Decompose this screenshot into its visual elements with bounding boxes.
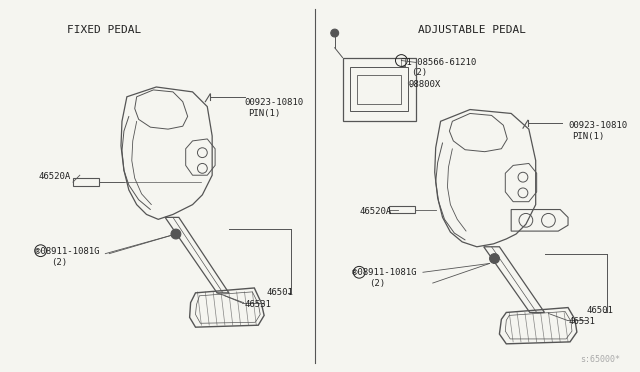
Circle shape [331,29,339,37]
Text: ADJUSTABLE PEDAL: ADJUSTABLE PEDAL [418,25,526,35]
Text: ®08911-1081G: ®08911-1081G [35,247,99,256]
Circle shape [490,254,499,263]
Text: 00923-10810: 00923-10810 [568,121,627,130]
Text: 46501: 46501 [587,306,614,315]
Text: s:65000*: s:65000* [580,355,620,363]
Text: 46520A: 46520A [38,172,71,181]
Text: (2): (2) [369,279,385,288]
Text: FIXED PEDAL: FIXED PEDAL [67,25,141,35]
Text: ⑂1 08566-61210: ⑂1 08566-61210 [401,58,477,67]
Text: (2): (2) [411,68,428,77]
Text: 98800X: 98800X [408,80,440,89]
Text: 46531: 46531 [568,317,595,326]
Text: 46501: 46501 [266,288,293,297]
Text: 46531: 46531 [244,300,271,309]
Text: ®08911-1081G: ®08911-1081G [353,268,417,278]
Text: (2): (2) [51,257,67,267]
Circle shape [171,229,180,239]
Text: 00923-10810: 00923-10810 [244,98,303,107]
Text: PIN(1): PIN(1) [248,109,281,118]
Text: 46520A: 46520A [359,206,392,216]
Text: PIN(1): PIN(1) [572,132,604,141]
